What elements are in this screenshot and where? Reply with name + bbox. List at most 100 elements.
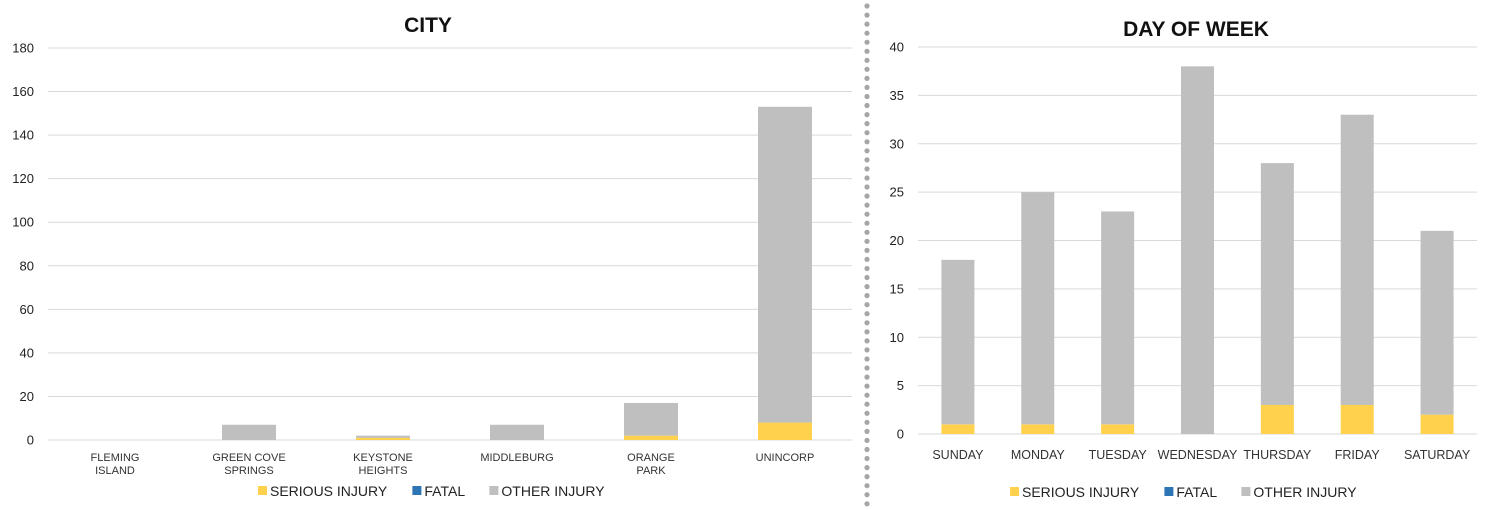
legend-swatch-fatal bbox=[1164, 487, 1174, 496]
bar-serious-injury-monday bbox=[1021, 424, 1055, 434]
y-tick-label: 40 bbox=[20, 345, 34, 360]
x-tick-label: THURSDAY bbox=[1243, 448, 1311, 462]
x-tick-label: WEDNESDAY bbox=[1158, 448, 1238, 462]
city-chart: CITY 0 20 40 60 80 100 120 140 160 180 FLEMING ISLAN… bbox=[12, 14, 852, 499]
bar-other-injury-thursday bbox=[1260, 163, 1294, 405]
y-tick-label: 25 bbox=[890, 185, 904, 200]
bar-other-injury-sunday bbox=[941, 259, 975, 425]
separator-dot bbox=[864, 401, 870, 407]
y-tick-label: 30 bbox=[890, 136, 904, 151]
bar-serious-injury-friday bbox=[1340, 404, 1374, 434]
separator-dot bbox=[864, 112, 870, 118]
legend-swatch-other-injury bbox=[1241, 487, 1251, 496]
y-tick-label: 80 bbox=[20, 258, 34, 273]
x-tick-label: SUNDAY bbox=[932, 448, 984, 462]
separator-dot bbox=[864, 121, 870, 127]
x-tick-label: FRIDAY bbox=[1335, 448, 1381, 462]
separator-dot bbox=[864, 57, 870, 63]
separator-dot bbox=[864, 166, 870, 172]
separator-dot bbox=[864, 356, 870, 362]
legend-label-other-injury: OTHER INJURY bbox=[501, 483, 605, 499]
bar-other-injury-keystone-heights bbox=[356, 435, 410, 438]
separator-dot bbox=[864, 293, 870, 299]
chart-title: DAY OF WEEK bbox=[1123, 18, 1269, 41]
separator-dot bbox=[864, 428, 870, 434]
panel-separator bbox=[864, 3, 870, 507]
separator-dot bbox=[864, 75, 870, 81]
x-tick-label: ORANGE PARK bbox=[627, 452, 675, 477]
separator-dot bbox=[864, 30, 870, 36]
separator-dot bbox=[864, 383, 870, 389]
legend-label-serious-injury: SERIOUS INJURY bbox=[270, 483, 388, 499]
separator-dot bbox=[864, 211, 870, 217]
separator-dot bbox=[864, 3, 870, 9]
y-tick-label: 180 bbox=[12, 41, 34, 56]
bar-other-injury-wednesday bbox=[1181, 66, 1214, 434]
bar-other-injury-green-cove-springs bbox=[222, 424, 276, 440]
bar-other-injury-tuesday bbox=[1101, 211, 1135, 425]
bar-serious-injury-keystone-heights bbox=[356, 437, 410, 440]
separator-dot bbox=[864, 202, 870, 208]
separator-dot bbox=[864, 39, 870, 45]
y-tick-label: 15 bbox=[890, 281, 904, 296]
separator-dot bbox=[864, 238, 870, 244]
separator-dot bbox=[864, 492, 870, 498]
day-of-week-chart: DAY OF WEEK 0 5 10 15 20 25 30 35 40 SUNDAY MONDAY T… bbox=[890, 18, 1477, 500]
separator-dot bbox=[864, 501, 870, 507]
y-tick-label: 20 bbox=[20, 389, 34, 404]
legend-swatch-serious-injury bbox=[1010, 487, 1019, 496]
bar-serious-injury-thursday bbox=[1260, 404, 1294, 434]
separator-dot bbox=[864, 265, 870, 272]
separator-dot bbox=[864, 184, 870, 190]
legend-label-fatal: FATAL bbox=[1176, 484, 1217, 500]
separator-dot bbox=[864, 84, 870, 90]
separator-dot bbox=[864, 175, 870, 181]
separator-dot bbox=[864, 338, 870, 344]
separator-dot bbox=[864, 311, 870, 317]
bar-serious-injury-saturday bbox=[1420, 414, 1454, 434]
separator-dot bbox=[864, 302, 870, 308]
y-tick-label: 120 bbox=[12, 171, 34, 186]
bar-serious-injury-unincorp bbox=[758, 422, 812, 440]
separator-dot bbox=[864, 274, 870, 281]
x-tick-label: MIDDLEBURG bbox=[480, 452, 553, 464]
x-tick-label: TUESDAY bbox=[1089, 448, 1148, 462]
legend-label-fatal: FATAL bbox=[424, 483, 465, 499]
y-tick-label: 40 bbox=[890, 40, 904, 55]
separator-dot bbox=[864, 365, 870, 371]
separator-dot bbox=[864, 139, 870, 145]
y-tick-label: 160 bbox=[12, 84, 34, 99]
separator-dot bbox=[864, 93, 870, 100]
separator-dot bbox=[864, 446, 870, 453]
separator-dot bbox=[864, 392, 870, 398]
x-tick-label: UNINCORP bbox=[756, 452, 815, 464]
bar-other-injury-orange-park bbox=[624, 402, 678, 436]
y-tick-label: 35 bbox=[890, 88, 904, 103]
separator-dot bbox=[864, 329, 870, 335]
separator-dot bbox=[864, 320, 870, 326]
bar-serious-injury-orange-park bbox=[624, 435, 678, 440]
separator-dot bbox=[864, 247, 870, 253]
x-tick-label: MONDAY bbox=[1011, 448, 1066, 462]
bar-other-injury-friday bbox=[1340, 114, 1374, 405]
separator-dot bbox=[864, 256, 870, 262]
y-tick-label: 5 bbox=[897, 378, 904, 393]
separator-dot bbox=[864, 410, 870, 416]
bar-other-injury-monday bbox=[1021, 192, 1055, 425]
legend-swatch-fatal bbox=[412, 486, 422, 495]
y-tick-label: 0 bbox=[27, 433, 34, 448]
separator-dot bbox=[864, 483, 870, 489]
legend-label-other-injury: OTHER INJURY bbox=[1253, 484, 1357, 500]
x-tick-label: GREEN COVE SPRINGS bbox=[212, 452, 285, 477]
y-tick-label: 140 bbox=[12, 128, 34, 143]
separator-dot bbox=[864, 465, 870, 471]
separator-dot bbox=[864, 474, 870, 480]
chart-title: CITY bbox=[404, 14, 452, 37]
x-tick-label: SATURDAY bbox=[1404, 448, 1471, 462]
y-tick-label: 20 bbox=[890, 233, 904, 248]
separator-dot bbox=[864, 284, 870, 290]
x-tick-label: KEYSTONE HEIGHTS bbox=[353, 452, 413, 477]
bar-serious-injury-tuesday bbox=[1101, 424, 1135, 434]
separator-dot bbox=[864, 347, 870, 353]
